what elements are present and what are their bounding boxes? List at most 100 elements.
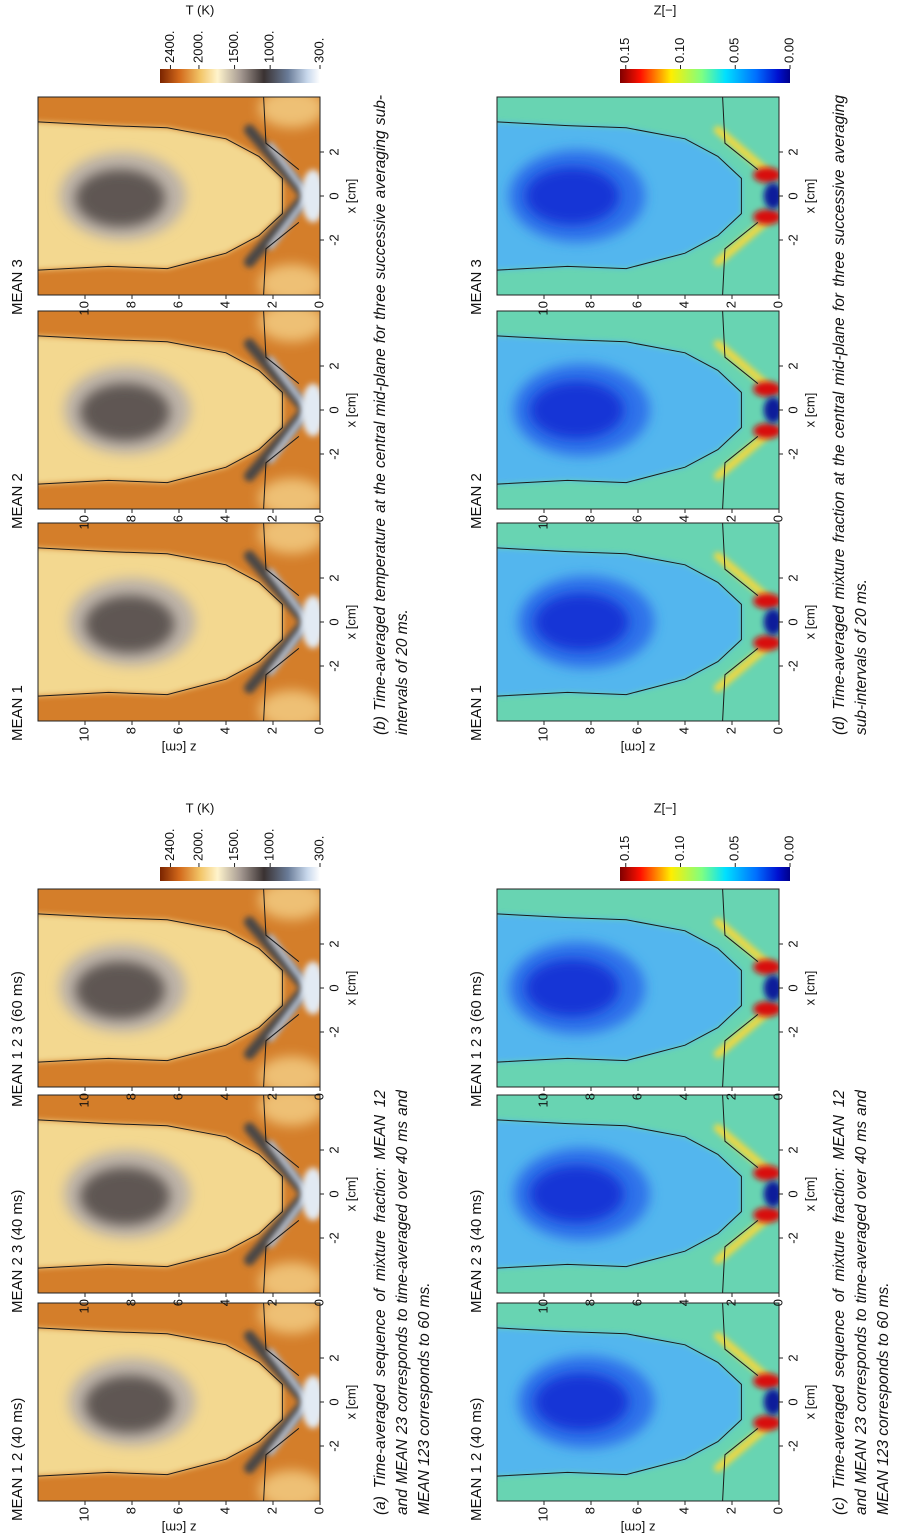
contour-line [263,1303,300,1376]
x-tick-label: -2 [326,1026,341,1038]
field-band [713,430,772,480]
caption: (a) Time-averaged sequence of mixture fr… [372,1090,433,1515]
y-tick-label: 2 [264,1093,279,1100]
x-tick-label: 0 [326,1398,341,1405]
field-band [713,216,772,266]
field-blob [258,264,320,295]
y-tick-label: 0 [311,301,326,308]
x-tick-label: 2 [326,148,341,155]
colorbar-tick-label: 2400. [162,30,177,63]
x-axis-label: x [cm] [343,971,358,1006]
x-tick-label: 0 [326,406,341,413]
field-blob [84,1375,175,1433]
field-blob [258,1056,320,1087]
contour-line [38,334,283,486]
y-tick-label: 10 [535,515,550,529]
field-blob [753,635,779,651]
panel-title: MEAN 2 [9,473,26,529]
contour-line [263,311,300,384]
caption: (d) Time-averaged mixture fraction at th… [831,95,870,735]
x-tick-label: -2 [785,1232,800,1244]
field-band [713,1214,772,1264]
y-tick-label: 2 [723,1507,738,1514]
contour-line [497,120,742,272]
field-blob [753,209,779,225]
field-map [38,97,320,295]
contour-line [263,1220,300,1293]
y-tick-label: 10 [76,301,91,315]
field-blob [529,1165,624,1223]
y-tick-label: 10 [76,1299,91,1313]
y-tick-label: 2 [723,727,738,734]
contour-line [263,436,300,509]
field-blob [763,1388,779,1416]
field-map [38,1303,320,1501]
x-axis-label: x [cm] [802,605,817,640]
x-axis-label: x [cm] [343,605,358,640]
x-tick-label: -2 [785,1026,800,1038]
field-blob [258,889,320,920]
field-map [38,311,320,509]
y-tick-label: 2 [264,515,279,522]
y-tick-label: 8 [123,301,138,308]
y-tick-label: 10 [535,1093,550,1107]
field-map [38,889,320,1087]
x-tick-label: -2 [326,660,341,672]
y-tick-label: 4 [217,301,232,308]
x-tick-label: -2 [326,1440,341,1452]
y-tick-label: 6 [629,1507,644,1514]
caption-box: (d) Time-averaged mixture fraction at th… [831,95,870,735]
field-band [713,552,772,602]
y-tick-label: 6 [629,1299,644,1306]
y-tick-label: 0 [311,727,326,734]
x-tick-label: 2 [785,574,800,581]
colorbar-tick-label: 1000. [262,30,277,63]
panel-title: MEAN 3 [468,259,485,315]
panel-title: MEAN 1 [9,685,26,741]
x-axis-label: x [cm] [343,1385,358,1420]
x-tick-label: 0 [785,1398,800,1405]
field-band [713,126,772,176]
y-tick-label: 4 [217,1507,232,1514]
x-tick-label: 0 [785,192,800,199]
y-tick-label: 4 [676,301,691,308]
y-tick-label: 2 [723,1299,738,1306]
colorbar-tick-label: 0.05 [727,38,742,63]
y-tick-label: 6 [170,1299,185,1306]
colorbar-tick-label: 300. [311,836,326,861]
y-tick-label: 4 [676,1507,691,1514]
field-blob [258,523,320,554]
y-axis-label: z [cm] [162,1521,197,1533]
y-tick-label: 6 [170,1093,185,1100]
field-blob [534,593,629,651]
field-map [497,97,779,295]
x-tick-label: 2 [326,1354,341,1361]
contour-line [497,1326,742,1478]
y-tick-label: 0 [311,1093,326,1100]
y-tick-label: 10 [76,1093,91,1107]
contour-line [38,546,283,698]
x-tick-label: 0 [785,406,800,413]
panel-title: MEAN 1 2 (40 ms) [468,1398,485,1521]
x-tick-label: 2 [785,1354,800,1361]
y-tick-label: 2 [264,1299,279,1306]
field-map [497,523,779,721]
y-tick-label: 4 [676,1093,691,1100]
colorbar-tick-label: 0.00 [781,836,796,861]
contour-line [263,1095,300,1168]
field-blob [75,169,165,227]
caption: (b) Time-averaged temperature at the cen… [372,95,411,735]
y-tick-label: 6 [170,727,185,734]
field-blob [80,383,170,441]
colorbar-tick-label: 1500. [226,828,241,861]
field-blob [301,961,320,1015]
y-tick-label: 8 [582,301,597,308]
y-axis-label: z [cm] [621,1521,656,1533]
caption: (c) Time-averaged sequence of mixture fr… [831,1090,892,1515]
contour-line [722,1428,759,1501]
panel-title: MEAN 2 3 (40 ms) [9,1190,26,1313]
field-blob [301,1375,320,1429]
colorbar-tick-label: 0.10 [672,836,687,861]
y-tick-label: 10 [535,301,550,315]
x-tick-label: -2 [326,234,341,246]
